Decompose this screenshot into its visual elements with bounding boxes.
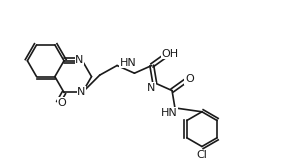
Text: HN: HN — [161, 108, 178, 118]
Text: O: O — [185, 74, 194, 84]
Text: N: N — [75, 55, 84, 65]
Text: N: N — [77, 87, 86, 96]
Text: HN: HN — [120, 58, 137, 68]
Text: Cl: Cl — [197, 150, 207, 160]
Text: OH: OH — [161, 49, 179, 59]
Text: O: O — [58, 97, 67, 108]
Text: N: N — [147, 83, 155, 93]
